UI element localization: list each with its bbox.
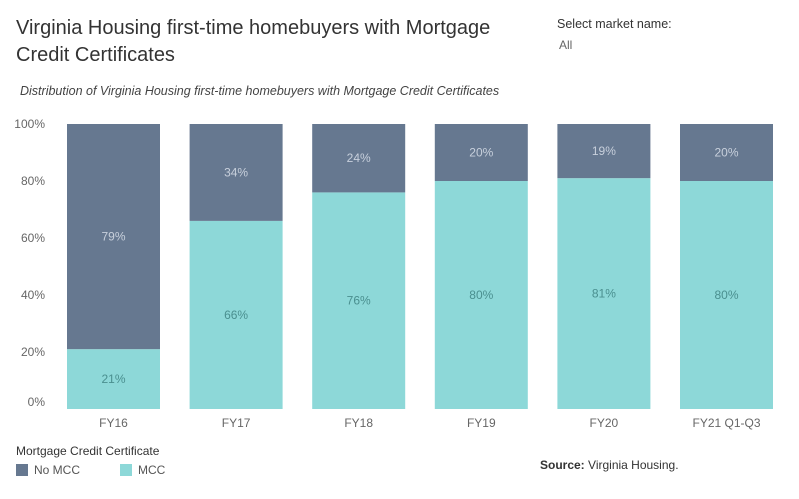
legend: Mortgage Credit Certificate No MCC MCC [16, 444, 165, 477]
bar-segment-no-mcc [312, 124, 406, 193]
x-category-label: FY21 Q1-Q3 [692, 416, 760, 430]
x-category-label: FY19 [467, 416, 496, 430]
page-title: Virginia Housing first-time homebuyers w… [16, 17, 491, 66]
y-tick-label: 40% [21, 288, 45, 302]
legend-item-mcc[interactable]: MCC [120, 463, 165, 477]
data-label-no-mcc: 19% [592, 144, 616, 158]
chart-subtitle: Distribution of Virginia Housing first-t… [20, 84, 500, 98]
market-filter-value[interactable]: All [559, 38, 573, 52]
bar-segment-mcc [434, 181, 528, 409]
source-label: Source: [540, 458, 585, 472]
stacked-bar-chart: 0% 20% 40% 60% 80% 100% 21% 79% FY16 66% 34% FY17 76… [14, 117, 773, 430]
data-label-mcc: 80% [714, 288, 738, 302]
market-filter-label: Select market name: [557, 17, 672, 31]
legend-item-no-mcc[interactable]: No MCC [16, 463, 80, 477]
x-category-label: FY16 [99, 416, 128, 430]
y-tick-label: 100% [14, 117, 45, 131]
legend-swatch-no-mcc [16, 464, 28, 476]
data-label-mcc: 66% [224, 308, 248, 322]
bar-segment-no-mcc [189, 124, 283, 221]
data-label-no-mcc: 20% [469, 146, 493, 160]
y-tick-label: 20% [21, 345, 45, 359]
source-note: Source: Virginia Housing. [540, 458, 679, 472]
x-category-label: FY17 [222, 416, 251, 430]
bar-segment-mcc [680, 181, 773, 409]
y-tick-label: 0% [28, 395, 46, 409]
y-tick-label: 60% [21, 231, 45, 245]
market-filter[interactable]: Select market name: All [557, 15, 672, 52]
bar-segment-no-mcc [434, 124, 528, 181]
data-label-no-mcc: 34% [224, 165, 248, 179]
data-label-mcc: 76% [347, 294, 371, 308]
bar-segment-mcc [557, 178, 651, 409]
legend-label-no-mcc: No MCC [34, 463, 81, 477]
x-category-label: FY18 [344, 416, 373, 430]
bar-segment-mcc [312, 192, 406, 409]
data-label-no-mcc: 20% [714, 146, 738, 160]
bar-segment-mcc [189, 220, 283, 409]
legend-label-mcc: MCC [138, 463, 166, 477]
bar-segment-no-mcc [680, 124, 773, 181]
bar-segment-no-mcc [67, 124, 160, 350]
source-value: Virginia Housing. [588, 458, 679, 472]
legend-swatch-mcc [120, 464, 133, 476]
bar-segment-mcc [67, 349, 160, 409]
bar-segment-no-mcc [557, 124, 651, 179]
data-label-mcc: 81% [592, 287, 616, 301]
data-label-mcc: 21% [101, 372, 125, 386]
y-tick-label: 80% [21, 174, 45, 188]
data-label-no-mcc: 24% [347, 151, 371, 165]
legend-title: Mortgage Credit Certificate [16, 444, 160, 458]
data-label-mcc: 80% [469, 288, 493, 302]
data-label-no-mcc: 79% [101, 230, 125, 244]
x-category-label: FY20 [590, 416, 619, 430]
